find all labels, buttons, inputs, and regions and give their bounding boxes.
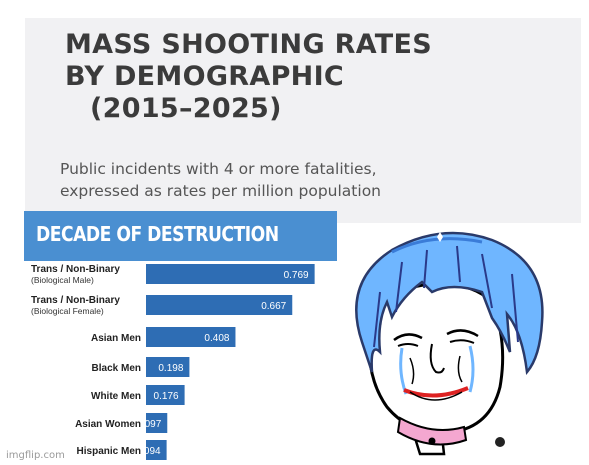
category-sublabel-1: (Biological Female) [31,306,104,316]
bar-value-label-5: 0.097 [136,419,161,430]
bar-value-label-0: 0.769 [284,270,309,281]
bar-value-label-1: 0.667 [261,301,286,312]
chart-subtitle-line-2: expressed as rates per million populatio… [60,182,381,200]
category-label-3: Black Men [92,363,141,374]
bar-5 [146,413,168,433]
chart-title-line-3: (2015–2025) [90,93,282,124]
category-label-5: Asian Women [75,419,141,430]
bar-value-label-6: 0.094 [136,446,161,457]
chart-title-line-1: MASS SHOOTING RATES [65,29,433,60]
category-sublabel-0: (Biological Male) [31,275,94,285]
chart-subtitle-line-1: Public incidents with 4 or more fataliti… [60,160,377,178]
bar-4 [146,385,185,405]
watermark: imgflip.com [6,450,65,461]
bar-value-label-2: 0.408 [204,333,229,344]
category-label-2: Asian Men [91,333,141,344]
bar-6 [146,440,167,460]
bar-value-label-4: 0.176 [154,391,179,402]
bar-3 [146,357,190,377]
bar-1 [146,295,293,315]
bar-0 [146,264,315,284]
category-label-4: White Men [91,391,141,402]
banner-text: DECADE OF DESTRUCTION [36,222,279,246]
crying-wojak-face-icon [355,231,544,456]
category-label-0: Trans / Non-Binary [31,264,120,275]
bar-value-label-3: 0.198 [158,363,183,374]
category-label-1: Trans / Non-Binary [31,295,120,306]
header-panel [25,18,581,223]
chart-title-line-2: BY DEMOGRAPHIC [65,61,345,92]
banner: DECADE OF DESTRUCTION [24,211,337,261]
bar-2 [146,327,236,347]
category-label-6: Hispanic Men [77,446,141,457]
